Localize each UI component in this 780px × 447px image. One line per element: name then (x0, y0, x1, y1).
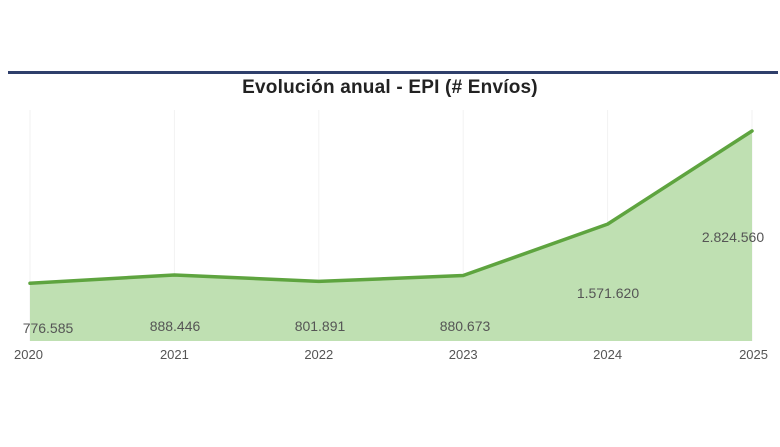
data-label-2025: 2.824.560 (702, 229, 764, 245)
x-tick-label-2024: 2024 (593, 347, 622, 362)
data-label-2022: 801.891 (295, 318, 346, 334)
x-tick-label-2025: 2025 (739, 347, 768, 362)
data-label-2024: 1.571.620 (577, 285, 639, 301)
data-label-2020: 776.585 (23, 320, 74, 336)
x-tick-label-2023: 2023 (449, 347, 478, 362)
data-label-2021: 888.446 (150, 318, 201, 334)
area-fill (30, 131, 752, 341)
x-tick-label-2022: 2022 (304, 347, 333, 362)
top-divider (8, 71, 778, 74)
x-tick-label-2020: 2020 (14, 347, 43, 362)
data-label-2023: 880.673 (440, 318, 491, 334)
series-line (28, 129, 754, 286)
x-tick-label-2021: 2021 (160, 347, 189, 362)
chart-title: Evolución anual - EPI (# Envíos) (242, 77, 538, 98)
